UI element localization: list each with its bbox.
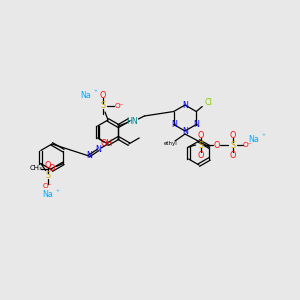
Text: HN: HN: [127, 116, 138, 125]
Text: O⁻: O⁻: [43, 184, 52, 190]
Text: CH₃: CH₃: [30, 166, 43, 172]
Text: OH: OH: [100, 139, 113, 148]
Text: O: O: [45, 161, 51, 170]
Text: N: N: [182, 127, 188, 136]
Text: O: O: [197, 130, 204, 140]
Text: Na: Na: [248, 134, 259, 143]
Text: O: O: [100, 91, 106, 100]
Text: S: S: [230, 140, 235, 149]
Text: N: N: [182, 100, 188, 109]
Text: O: O: [48, 164, 54, 173]
Text: Na: Na: [81, 91, 92, 100]
Text: O: O: [197, 151, 204, 160]
Text: O: O: [230, 130, 236, 140]
Text: ⁺: ⁺: [262, 134, 266, 140]
Text: N: N: [95, 146, 101, 154]
Text: ⁺: ⁺: [94, 90, 98, 96]
Text: ⁺: ⁺: [56, 190, 60, 196]
Text: O⁻: O⁻: [243, 142, 252, 148]
Text: ethyl: ethyl: [164, 142, 178, 146]
Text: S: S: [100, 101, 106, 110]
Text: O: O: [213, 140, 220, 149]
Text: Cl: Cl: [204, 98, 212, 107]
Text: O⁻: O⁻: [114, 103, 124, 109]
Text: N: N: [193, 120, 199, 129]
Text: O: O: [230, 151, 236, 160]
Text: Na: Na: [42, 190, 53, 199]
Text: S: S: [198, 140, 203, 149]
Text: N: N: [171, 120, 177, 129]
Text: S: S: [45, 171, 50, 180]
Text: N: N: [86, 152, 92, 160]
